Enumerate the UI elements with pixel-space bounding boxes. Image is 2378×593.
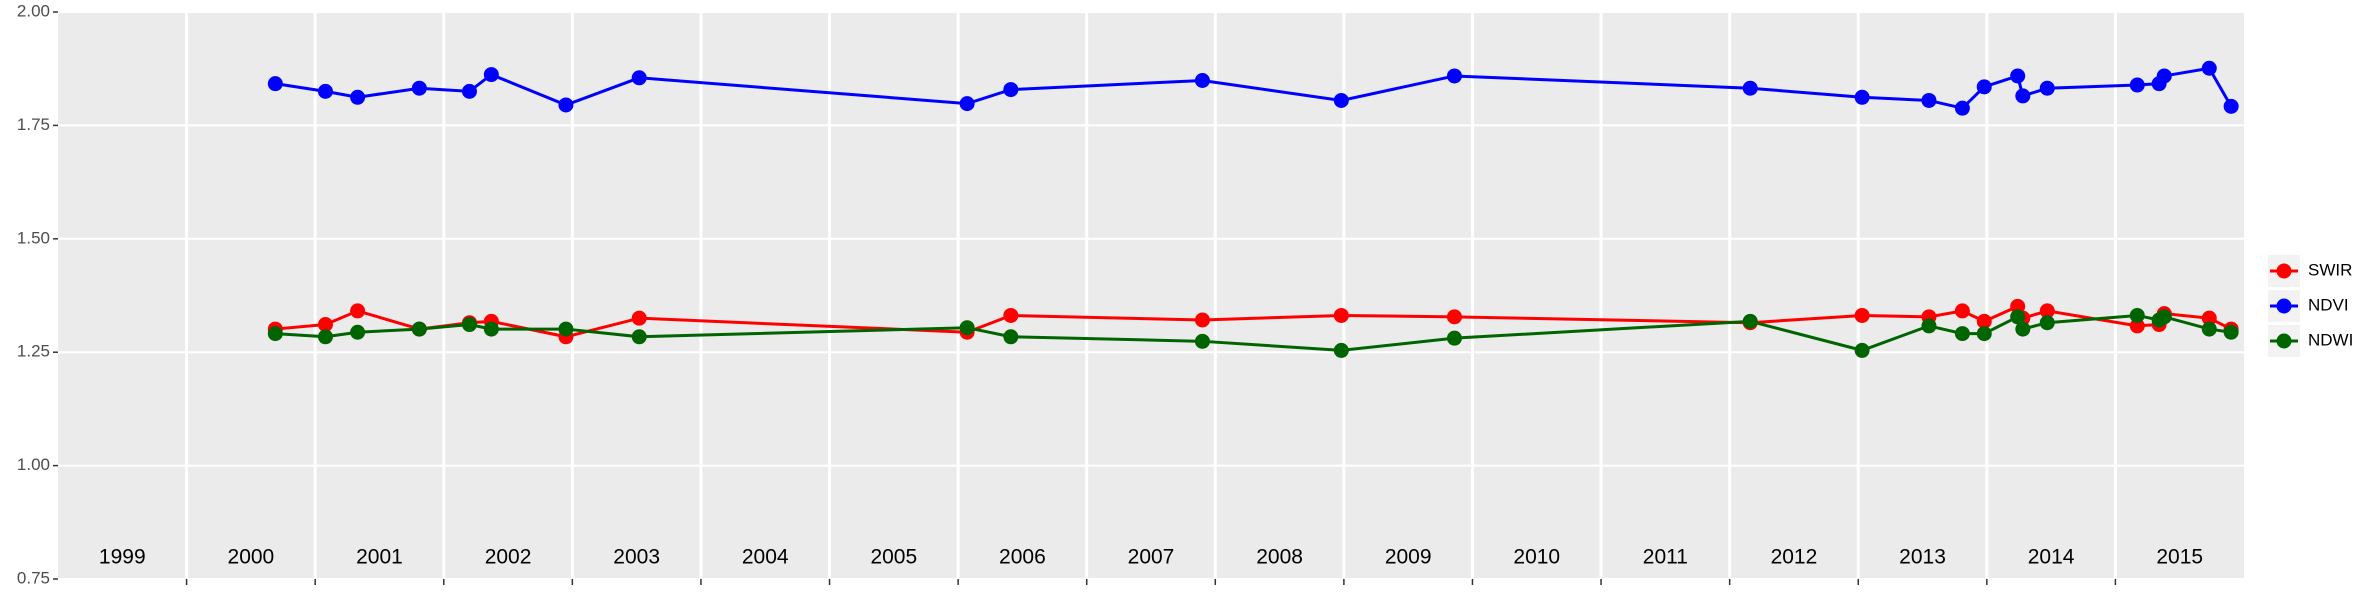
year-label: 2014	[2028, 546, 2075, 569]
data-point	[1333, 307, 1349, 323]
data-point	[1003, 307, 1019, 323]
data-point	[461, 83, 477, 99]
data-point	[1446, 68, 1462, 84]
data-point	[350, 303, 366, 319]
data-point	[558, 321, 574, 337]
data-point	[1194, 333, 1210, 349]
data-point	[1854, 342, 1870, 358]
data-point	[2010, 309, 2026, 325]
data-point	[1194, 312, 1210, 328]
year-label: 2004	[742, 546, 789, 569]
legend-point	[2276, 298, 2292, 314]
legend-point	[2276, 333, 2292, 349]
year-label: 2002	[485, 546, 532, 569]
data-point	[2201, 310, 2217, 326]
year-label: 2012	[1771, 546, 1818, 569]
data-point	[461, 317, 477, 333]
data-point	[2039, 303, 2055, 319]
data-point	[1333, 92, 1349, 108]
data-point	[1854, 89, 1870, 105]
data-point	[631, 70, 647, 86]
data-point	[1194, 72, 1210, 88]
data-point	[1854, 307, 1870, 323]
data-point	[2156, 309, 2172, 325]
data-point	[1976, 79, 1992, 95]
data-point	[483, 67, 499, 83]
data-point	[2223, 324, 2239, 340]
y-tick-label: 2.00	[17, 1, 50, 20]
year-label: 2010	[1513, 546, 1560, 569]
data-point	[1446, 330, 1462, 346]
data-point	[267, 326, 283, 342]
data-point	[959, 96, 975, 112]
data-point	[411, 80, 427, 96]
year-label: 2011	[1643, 546, 1688, 569]
data-point	[411, 321, 427, 337]
year-label: 1999	[99, 546, 146, 569]
year-label: 2015	[2156, 546, 2203, 569]
legend-label: NDVI	[2308, 295, 2349, 314]
data-point	[317, 83, 333, 99]
data-point	[2223, 98, 2239, 114]
year-label: 2001	[356, 546, 403, 569]
y-tick-label: 0.75	[17, 568, 50, 587]
data-point	[2039, 315, 2055, 331]
year-label: 2013	[1899, 546, 1946, 569]
year-label: 2000	[228, 546, 275, 569]
data-point	[2015, 88, 2031, 104]
data-point	[1976, 326, 1992, 342]
data-point	[959, 320, 975, 336]
data-point	[2201, 60, 2217, 76]
data-point	[631, 310, 647, 326]
year-label: 2007	[1128, 546, 1175, 569]
data-point	[1003, 329, 1019, 345]
data-point	[631, 329, 647, 345]
data-point	[1954, 326, 1970, 342]
data-point	[1921, 318, 1937, 334]
y-tick-label: 1.50	[17, 228, 50, 247]
data-point	[1921, 92, 1937, 108]
legend-point	[2276, 263, 2292, 279]
data-point	[558, 97, 574, 113]
data-point	[1954, 303, 1970, 319]
data-point	[2010, 298, 2026, 314]
year-label: 2005	[870, 546, 917, 569]
data-point	[483, 321, 499, 337]
year-label: 2008	[1256, 546, 1303, 569]
y-tick-label: 1.25	[17, 342, 50, 361]
y-tick-label: 1.75	[17, 115, 50, 134]
data-point	[2015, 321, 2031, 337]
data-point	[1003, 82, 1019, 98]
year-label: 2006	[999, 546, 1046, 569]
year-label: 2003	[613, 546, 660, 569]
data-point	[2156, 68, 2172, 84]
data-point	[1742, 313, 1758, 329]
data-point	[2010, 68, 2026, 84]
data-point	[2039, 80, 2055, 96]
legend-label: NDWI	[2308, 330, 2353, 349]
data-point	[1954, 100, 1970, 116]
data-point	[317, 329, 333, 345]
year-label: 2009	[1385, 546, 1432, 569]
data-point	[267, 76, 283, 92]
data-point	[317, 317, 333, 333]
data-point	[2129, 318, 2145, 334]
data-point	[1976, 313, 1992, 329]
data-point	[350, 324, 366, 340]
y-tick-label: 1.00	[17, 455, 50, 474]
data-point	[350, 89, 366, 105]
data-point	[1742, 80, 1758, 96]
plot-panel	[58, 12, 2244, 579]
legend-label: SWIR	[2308, 260, 2352, 279]
data-point	[2129, 307, 2145, 323]
data-point	[2201, 321, 2217, 337]
data-point	[2129, 77, 2145, 93]
data-point	[1446, 309, 1462, 325]
data-point	[1333, 342, 1349, 358]
